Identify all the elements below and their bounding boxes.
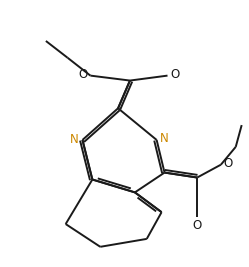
Text: O: O: [170, 68, 180, 81]
Text: N: N: [160, 132, 168, 145]
Text: N: N: [69, 134, 78, 146]
Text: O: O: [192, 219, 202, 231]
Text: O: O: [78, 68, 88, 81]
Text: O: O: [224, 157, 233, 170]
